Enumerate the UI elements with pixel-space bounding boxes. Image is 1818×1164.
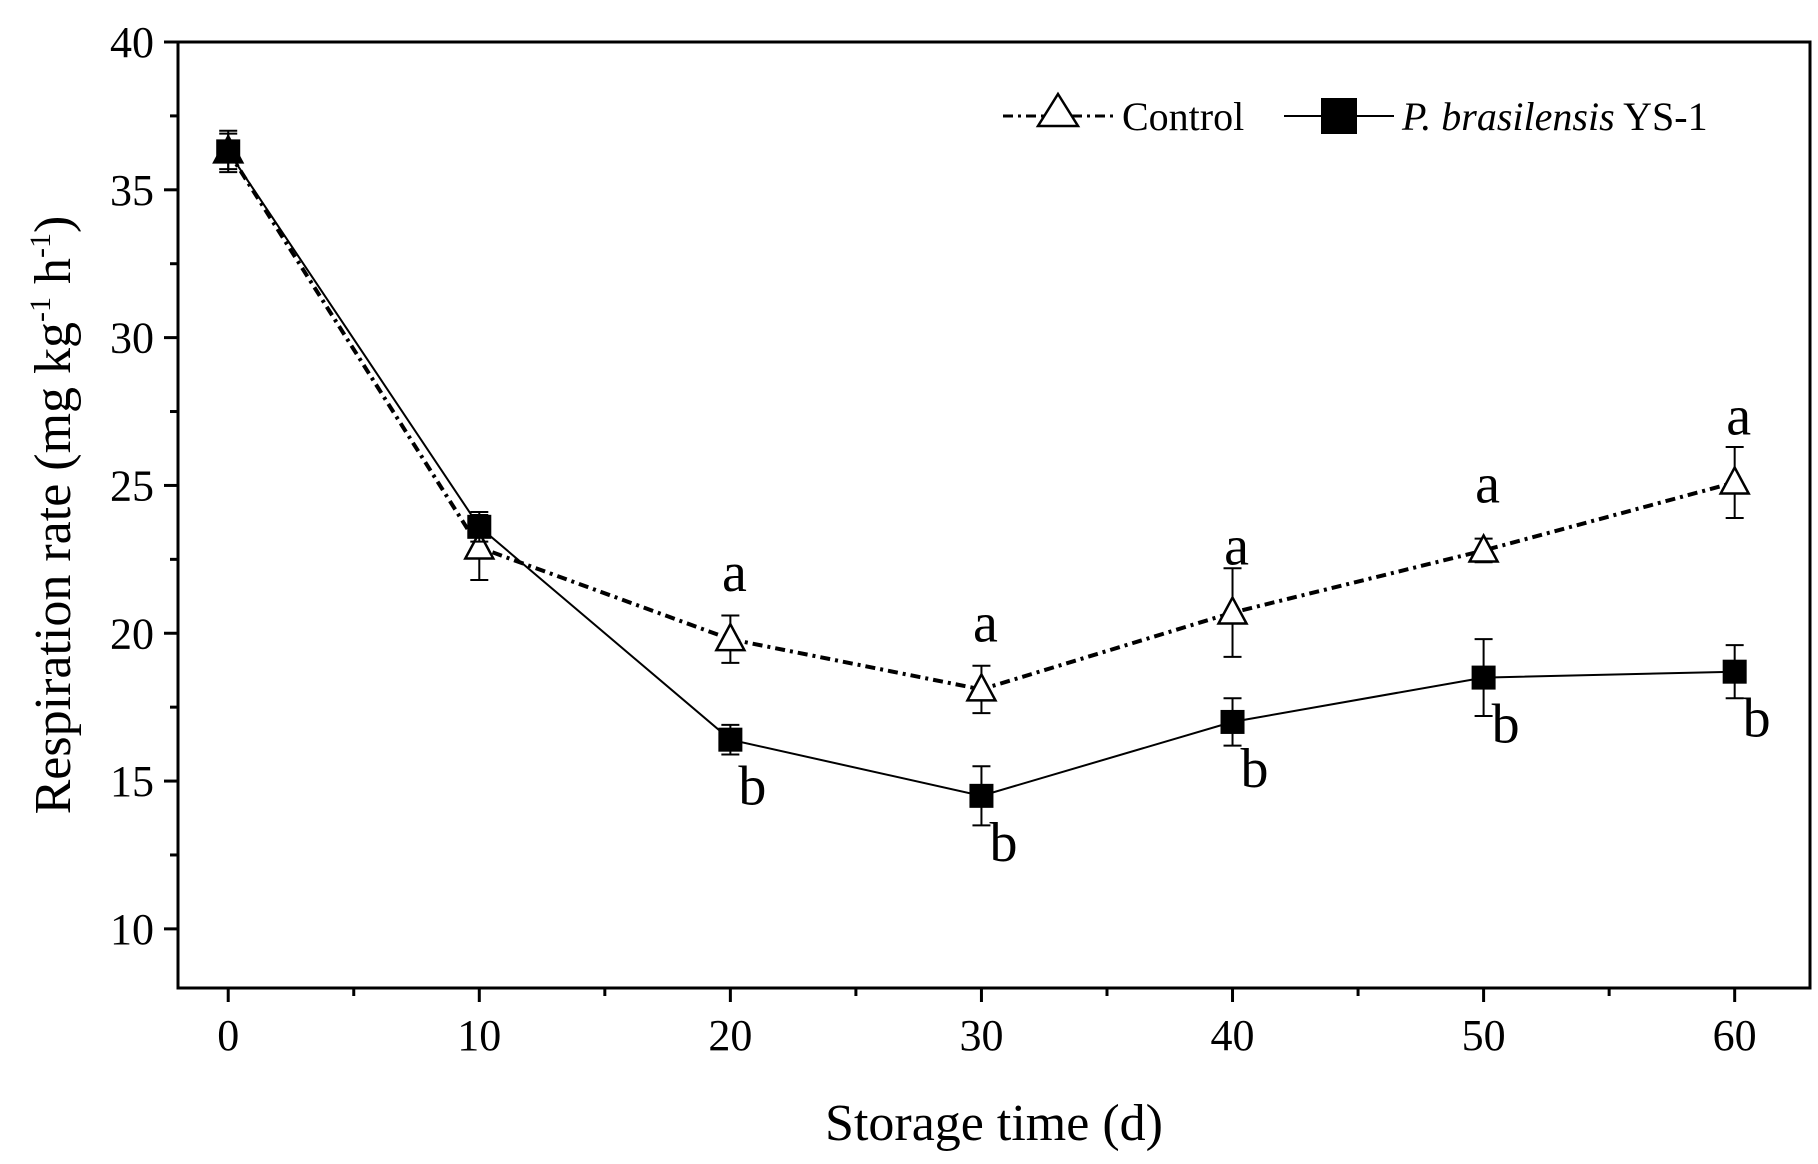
axis-ticks — [164, 40, 1737, 1002]
y-tick-label: 20 — [110, 609, 154, 658]
significance-label: a — [1224, 516, 1249, 578]
y-tick-label: 10 — [110, 905, 154, 954]
significance-label: b — [1492, 694, 1520, 756]
legend-treatment-marker — [1321, 98, 1357, 134]
significance-label: a — [973, 592, 998, 654]
data-point — [714, 621, 747, 652]
data-point — [718, 727, 743, 752]
significance-label: a — [1475, 453, 1500, 515]
data-point — [216, 139, 241, 164]
series-control: a a a a a — [212, 132, 1751, 715]
data-point — [463, 529, 496, 560]
axis-tick-labels: 0 10 20 30 40 50 60 10 15 20 25 30 35 40 — [110, 18, 1757, 1060]
data-point — [1216, 594, 1249, 625]
x-tick-label: 20 — [708, 1011, 752, 1060]
y-tick-label: 35 — [110, 166, 154, 215]
legend-treatment-label: P. brasilensis YS-1 — [1401, 94, 1708, 139]
significance-label: b — [1241, 738, 1269, 800]
data-point — [965, 671, 998, 702]
series-treatment: b b b b b — [216, 129, 1771, 874]
data-point — [1471, 665, 1496, 690]
y-tick-label: 30 — [110, 314, 154, 363]
data-point — [1718, 464, 1751, 495]
data-point — [1220, 709, 1245, 734]
x-tick-label: 10 — [457, 1011, 501, 1060]
legend-control-label: Control — [1122, 94, 1244, 139]
data-point — [467, 514, 492, 539]
legend-control-marker — [1035, 91, 1081, 128]
data-point — [969, 783, 994, 808]
x-axis-title: Storage time (d) — [825, 1095, 1163, 1152]
significance-label: b — [1743, 688, 1771, 750]
plot-frame — [176, 40, 1812, 990]
x-tick-label: 0 — [217, 1011, 239, 1060]
significance-label: b — [989, 812, 1017, 874]
significance-label: b — [738, 756, 766, 818]
x-tick-label: 50 — [1462, 1011, 1506, 1060]
y-tick-label: 15 — [110, 757, 154, 806]
x-tick-label: 30 — [959, 1011, 1003, 1060]
x-tick-label: 40 — [1211, 1011, 1255, 1060]
y-tick-label: 25 — [110, 461, 154, 510]
significance-label: a — [722, 542, 747, 604]
data-point — [1722, 659, 1747, 684]
y-tick-label: 40 — [110, 18, 154, 67]
data-point — [1467, 532, 1500, 563]
series-layer: a a a a a b b b b b — [212, 129, 1771, 874]
x-tick-label: 60 — [1713, 1011, 1757, 1060]
y-axis-title: Respiration rate (mg kg-1 h-1) — [24, 216, 82, 815]
significance-label: a — [1726, 385, 1751, 447]
legend: Control P. brasilensis YS-1 — [1003, 91, 1708, 139]
